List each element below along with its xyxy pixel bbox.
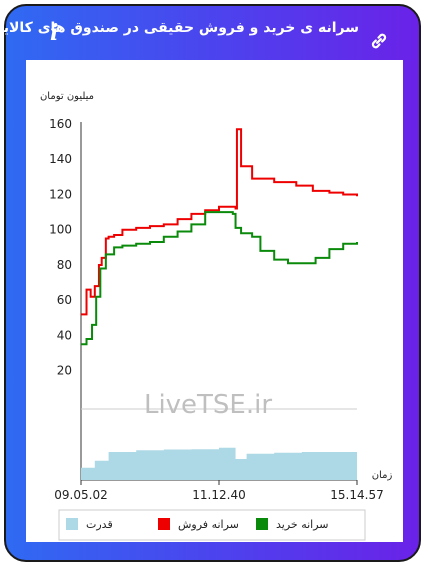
card-header: i سرانه ی خرید و فروش حقیقی در صندوق های…: [0, 6, 419, 62]
link-icon[interactable]: [368, 30, 390, 52]
info-icon[interactable]: i: [50, 20, 59, 46]
legend-box: [58, 509, 366, 541]
y-tick-label: 120: [49, 187, 72, 201]
sell-series-line: [81, 128, 358, 316]
chart-panel: میلیون تومان زمان 20 40 60 80 100 120 140 160 Live…: [26, 60, 403, 542]
x-tick-label: 11.12.40: [192, 488, 245, 502]
chart-title: سرانه ی خرید و فروش حقیقی در صندوق های ک…: [0, 20, 359, 36]
x-tick-label: 09.05.02: [54, 488, 107, 502]
chart-svg: میلیون تومان زمان 20 40 60 80 100 120 140 160 Live…: [40, 91, 393, 541]
watermark-text: LiveTSE.ir: [144, 390, 272, 420]
legend-label: قدرت: [86, 518, 113, 531]
buy-series-line: [81, 211, 358, 346]
y-axis-label: میلیون تومان: [40, 91, 94, 102]
y-tick-label: 20: [57, 364, 72, 378]
chart-card: i سرانه ی خرید و فروش حقیقی در صندوق های…: [0, 4, 421, 562]
y-tick-label: 140: [49, 152, 72, 166]
y-tick-label: 40: [57, 328, 72, 342]
legend-swatch: [66, 518, 78, 530]
legend-label: سرانه فروش: [178, 518, 239, 531]
power-area: [81, 447, 357, 480]
legend-label: سرانه خرید: [276, 518, 329, 531]
legend-swatch: [256, 518, 268, 530]
legend-swatch: [158, 518, 170, 530]
y-tick-label: 100: [49, 223, 72, 237]
x-axis-label: زمان: [372, 470, 393, 481]
y-tick-label: 160: [49, 117, 72, 131]
x-tick-label: 15.14.57: [330, 488, 383, 502]
y-tick-label: 80: [57, 258, 72, 272]
y-tick-label: 60: [57, 293, 72, 307]
